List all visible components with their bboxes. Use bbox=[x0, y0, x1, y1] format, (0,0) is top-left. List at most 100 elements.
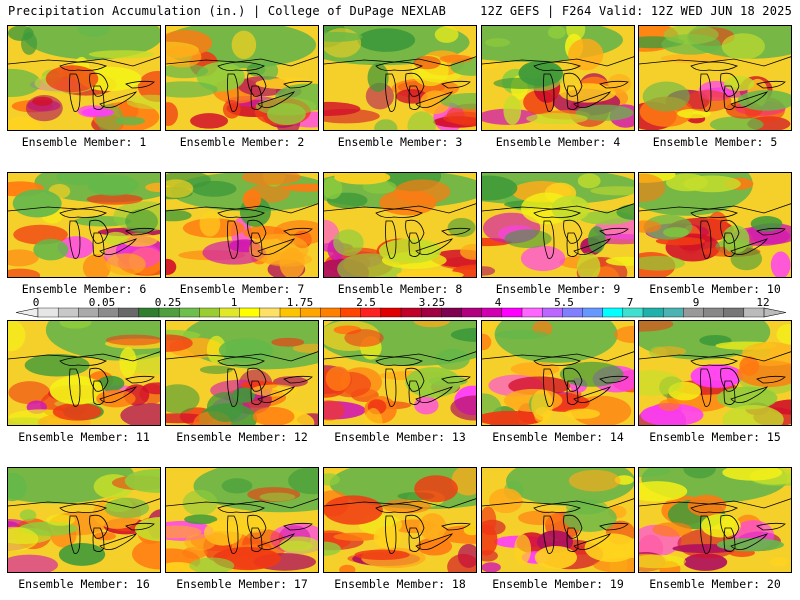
colorbar-segment bbox=[98, 307, 120, 318]
colorbar-segment bbox=[158, 307, 180, 318]
precip-field-map bbox=[166, 468, 318, 572]
ensemble-member-label: Ensemble Member: 9 bbox=[495, 282, 621, 296]
colorbar-segment bbox=[562, 307, 583, 318]
colorbar-segment bbox=[259, 307, 281, 318]
colorbar-right-arrow bbox=[763, 307, 787, 318]
colorbar-tick-label: 0 bbox=[33, 296, 40, 309]
colorbar-segment bbox=[743, 307, 765, 318]
colorbar-segment bbox=[380, 307, 402, 318]
ensemble-map-panel bbox=[7, 467, 161, 573]
colorbar-segment bbox=[683, 307, 704, 318]
ensemble-member-label: Ensemble Member: 4 bbox=[495, 135, 621, 149]
precip-field-map bbox=[639, 173, 791, 277]
colorbar-segment bbox=[521, 307, 543, 318]
ensemble-map-panel bbox=[165, 25, 319, 131]
ensemble-member-label: Ensemble Member: 16 bbox=[18, 577, 150, 591]
colorbar-segment bbox=[118, 307, 140, 318]
colorbar-segment bbox=[219, 307, 241, 318]
precipitation-colorbar: 0 0.05 0.25 1 1.75 2.5 3.25 4 5.5 7 9 12 bbox=[15, 296, 787, 318]
colorbar-segment bbox=[239, 307, 261, 318]
colorbar-segment bbox=[541, 307, 563, 318]
colorbar-segment bbox=[703, 307, 725, 318]
colorbar-segment bbox=[642, 307, 664, 318]
ensemble-map-panel bbox=[7, 172, 161, 278]
colorbar-tick-label: 4 bbox=[495, 296, 502, 309]
precip-field-map bbox=[324, 26, 476, 130]
colorbar-segment bbox=[602, 307, 624, 318]
ensemble-map-panel bbox=[638, 172, 792, 278]
precip-field-map bbox=[639, 26, 791, 130]
ensemble-map-panel bbox=[323, 25, 477, 131]
precip-field-map bbox=[482, 468, 634, 572]
colorbar-segment bbox=[199, 307, 220, 318]
ensemble-member-label: Ensemble Member: 20 bbox=[649, 577, 781, 591]
colorbar-segment bbox=[299, 307, 321, 318]
colorbar-segment bbox=[400, 307, 422, 318]
colorbar-segment bbox=[582, 307, 604, 318]
ensemble-map-panel bbox=[481, 467, 635, 573]
colorbar-tick-label: 1 bbox=[231, 296, 238, 309]
ensemble-map-panel bbox=[481, 172, 635, 278]
ensemble-member-label: Ensemble Member: 3 bbox=[337, 135, 463, 149]
colorbar-tick-label: 7 bbox=[627, 296, 634, 309]
precip-field-map bbox=[8, 468, 160, 572]
ensemble-map-panel bbox=[323, 320, 477, 426]
colorbar-segment bbox=[37, 307, 59, 318]
colorbar-left-arrow bbox=[15, 307, 39, 318]
precip-field-map bbox=[166, 173, 318, 277]
precip-field-map bbox=[482, 26, 634, 130]
ensemble-map-panel bbox=[7, 320, 161, 426]
model-run-info: 12Z GEFS | F264 Valid: 12Z WED JUN 18 20… bbox=[480, 4, 792, 18]
ensemble-member-label: Ensemble Member: 11 bbox=[18, 430, 150, 444]
ensemble-member-label: Ensemble Member: 5 bbox=[652, 135, 778, 149]
precip-field-map bbox=[324, 468, 476, 572]
colorbar-tick-label: 0.05 bbox=[89, 296, 116, 309]
ensemble-member-label: Ensemble Member: 7 bbox=[179, 282, 305, 296]
colorbar-segment bbox=[138, 307, 160, 318]
ensemble-member-label: Ensemble Member: 18 bbox=[334, 577, 466, 591]
ensemble-map-panel bbox=[165, 467, 319, 573]
ensemble-member-label: Ensemble Member: 14 bbox=[492, 430, 624, 444]
colorbar-tick-label: 1.75 bbox=[287, 296, 314, 309]
ensemble-member-label: Ensemble Member: 10 bbox=[649, 282, 781, 296]
ensemble-map-panel bbox=[481, 25, 635, 131]
precip-field-map bbox=[8, 26, 160, 130]
colorbar-segment bbox=[340, 307, 362, 318]
map-title: Precipitation Accumulation (in.) | Colle… bbox=[8, 4, 447, 18]
ensemble-map-panel bbox=[7, 25, 161, 131]
ensemble-map-panel bbox=[165, 320, 319, 426]
ensemble-map-panel bbox=[638, 467, 792, 573]
colorbar-tick-label: 0.25 bbox=[155, 296, 182, 309]
colorbar-segment bbox=[622, 307, 644, 318]
ensemble-member-label: Ensemble Member: 12 bbox=[176, 430, 308, 444]
precip-field-map bbox=[8, 321, 160, 425]
precip-field-map bbox=[639, 468, 791, 572]
ensemble-member-label: Ensemble Member: 19 bbox=[492, 577, 624, 591]
colorbar-tick-label: 5.5 bbox=[554, 296, 574, 309]
precip-field-map bbox=[324, 173, 476, 277]
precip-field-map bbox=[166, 26, 318, 130]
colorbar-segment bbox=[178, 307, 200, 318]
colorbar-tick-label: 2.5 bbox=[356, 296, 376, 309]
colorbar-segment bbox=[723, 307, 745, 318]
ensemble-member-label: Ensemble Member: 15 bbox=[649, 430, 781, 444]
colorbar-segment bbox=[279, 307, 301, 318]
colorbar-tick-label: 12 bbox=[756, 296, 769, 309]
colorbar-segment bbox=[360, 307, 382, 318]
colorbar-segment bbox=[461, 307, 483, 318]
ensemble-member-label: Ensemble Member: 8 bbox=[337, 282, 463, 296]
colorbar-segment bbox=[57, 307, 79, 318]
ensemble-map-panel bbox=[638, 320, 792, 426]
ensemble-member-label: Ensemble Member: 1 bbox=[21, 135, 147, 149]
colorbar-segment bbox=[420, 307, 442, 318]
ensemble-map-panel bbox=[323, 467, 477, 573]
colorbar-tick-label: 3.25 bbox=[419, 296, 446, 309]
ensemble-map-panel bbox=[481, 320, 635, 426]
colorbar-segment bbox=[441, 307, 463, 318]
precip-field-map bbox=[482, 321, 634, 425]
colorbar-segment bbox=[320, 307, 342, 318]
colorbar-segment bbox=[662, 307, 684, 318]
ensemble-member-label: Ensemble Member: 6 bbox=[21, 282, 147, 296]
ensemble-member-label: Ensemble Member: 13 bbox=[334, 430, 466, 444]
colorbar-segment bbox=[481, 307, 503, 318]
